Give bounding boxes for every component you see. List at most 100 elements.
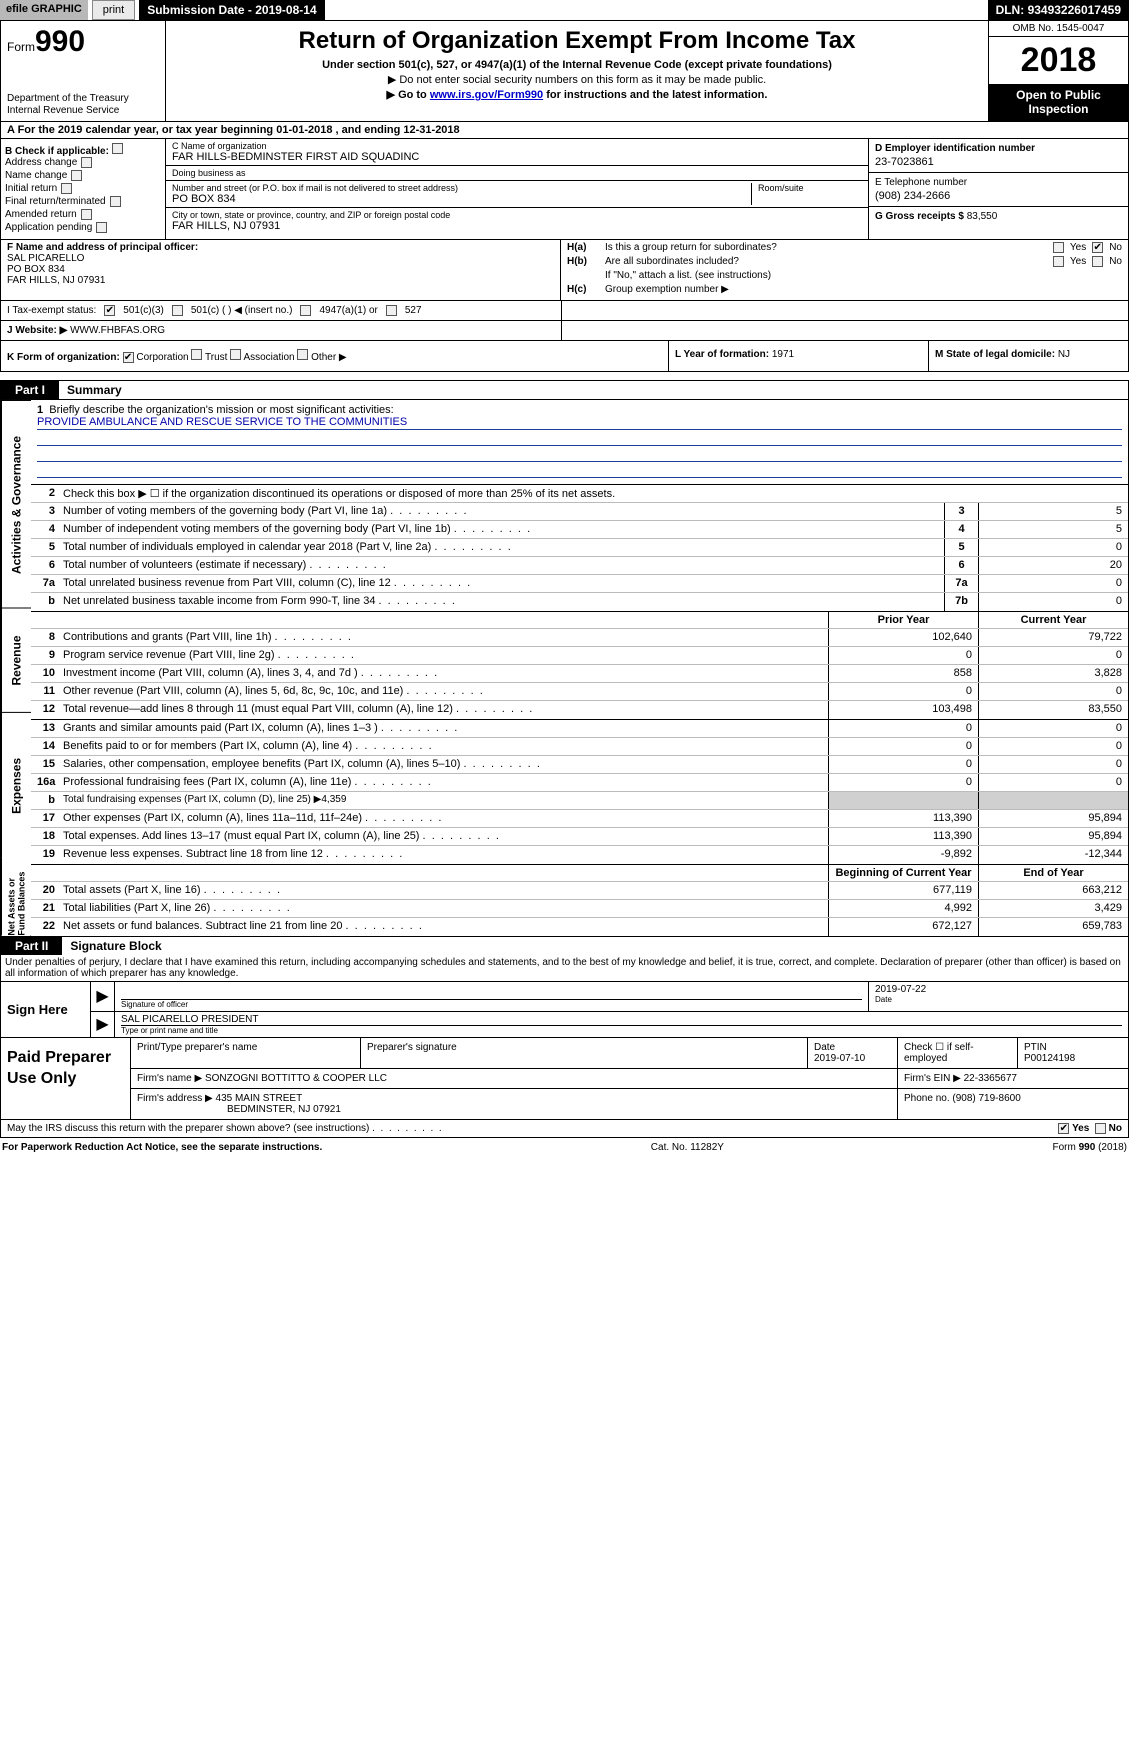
print-button[interactable]: print	[92, 0, 135, 20]
line-current: 95,894	[978, 810, 1128, 827]
j-label: J Website: ▶	[7, 325, 67, 336]
org-name-label: C Name of organization	[172, 141, 862, 151]
arrow-icon: ▶	[91, 982, 115, 1011]
prep-row-2: Firm's name ▶ SONZOGNI BOTTITTO & COOPER…	[131, 1069, 1128, 1089]
k-other-checkbox[interactable]	[297, 349, 308, 360]
line-prior: 677,119	[828, 882, 978, 899]
note2-suffix: for instructions and the latest informat…	[543, 89, 767, 101]
ptin-label: PTIN	[1024, 1042, 1122, 1053]
form-num: 990	[35, 25, 85, 58]
k-opt-2: Association	[243, 352, 294, 363]
line-prior: 103,498	[828, 701, 978, 719]
opt3: 4947(a)(1) or	[319, 305, 377, 316]
city-label: City or town, state or province, country…	[172, 210, 862, 220]
line-num: 9	[31, 647, 57, 664]
row-f: F Name and address of principal officer:…	[1, 240, 561, 300]
vtab-expenses: Expenses	[1, 712, 31, 858]
check-amended: Amended return	[5, 209, 161, 220]
row-k: K Form of organization: Corporation Trus…	[1, 341, 668, 371]
l-value: 1971	[772, 349, 794, 360]
k-trust-checkbox[interactable]	[191, 349, 202, 360]
checkbox[interactable]	[61, 183, 72, 194]
check-label: Application pending	[5, 222, 92, 233]
4947-checkbox[interactable]	[300, 305, 311, 316]
discuss-row: May the IRS discuss this return with the…	[0, 1120, 1129, 1138]
check-applicable[interactable]	[112, 143, 123, 154]
line-current: 3,429	[978, 900, 1128, 917]
vtab-net: Net Assets or Fund Balances	[1, 858, 31, 936]
501c3-checkbox[interactable]	[104, 305, 115, 316]
k-corp-checkbox[interactable]	[123, 352, 134, 363]
tax-year: 2018	[989, 37, 1128, 84]
line-current: 0	[978, 683, 1128, 700]
line-desc: Total assets (Part X, line 16)	[57, 882, 828, 899]
irs-link[interactable]: www.irs.gov/Form990	[430, 89, 543, 101]
gross-row: G Gross receipts $ 83,550	[869, 207, 1128, 239]
line-num: 14	[31, 738, 57, 755]
table-row: 5 Total number of individuals employed i…	[31, 539, 1128, 557]
checkbox[interactable]	[96, 222, 107, 233]
k-assoc-checkbox[interactable]	[230, 349, 241, 360]
prep-date-label: Date	[814, 1042, 891, 1053]
j-value: WWW.FHBFAS.ORG	[70, 325, 165, 336]
checkbox[interactable]	[81, 157, 92, 168]
officer-sig-cell: Signature of officer	[115, 982, 869, 1011]
ha-yes-checkbox[interactable]	[1053, 242, 1064, 253]
line-prior: 0	[828, 738, 978, 755]
dept-1: Department of the Treasury	[7, 93, 159, 105]
form-prefix: Form	[7, 40, 35, 54]
discuss-no-checkbox[interactable]	[1095, 1123, 1106, 1134]
hb-no-checkbox[interactable]	[1092, 256, 1103, 267]
ha-no-checkbox[interactable]	[1092, 242, 1103, 253]
527-checkbox[interactable]	[386, 305, 397, 316]
current-year-header: Current Year	[978, 612, 1128, 628]
table-row: 19 Revenue less expenses. Subtract line …	[31, 846, 1128, 864]
prep-check-cell: Check ☐ if self-employed	[898, 1038, 1018, 1068]
hb-line: H(b) Are all subordinates included? Yes …	[567, 256, 1122, 267]
table-row: 3 Number of voting members of the govern…	[31, 503, 1128, 521]
line-desc: Check this box ▶ ☐ if the organization d…	[57, 485, 1128, 502]
begin-year-header: Beginning of Current Year	[828, 865, 978, 881]
501c-checkbox[interactable]	[172, 305, 183, 316]
department: Department of the Treasury Internal Reve…	[7, 93, 159, 117]
checkbox[interactable]	[71, 170, 82, 181]
j-right-empty	[561, 321, 1128, 340]
ha-code: H(a)	[567, 242, 599, 253]
discuss-yes-checkbox[interactable]	[1058, 1123, 1069, 1134]
firm-ein-label: Firm's EIN ▶	[904, 1073, 961, 1084]
footer-left: For Paperwork Reduction Act Notice, see …	[2, 1142, 322, 1153]
tax-status: I Tax-exempt status: 501(c)(3) 501(c) ( …	[1, 301, 561, 320]
note-1: ▶ Do not enter social security numbers o…	[176, 73, 978, 86]
arrow-icon: ▶	[91, 1012, 115, 1037]
line-current: 0	[978, 647, 1128, 664]
submission-date: Submission Date - 2019-08-14	[139, 0, 324, 20]
net-lines: 20 Total assets (Part X, line 16) 677,11…	[31, 882, 1128, 936]
mission-blank-2	[37, 448, 1122, 462]
table-row: 11 Other revenue (Part VIII, column (A),…	[31, 683, 1128, 701]
line-num: 17	[31, 810, 57, 827]
m-label: M State of legal domicile:	[935, 349, 1058, 360]
line-desc: Program service revenue (Part VIII, line…	[57, 647, 828, 664]
row-i: I Tax-exempt status: 501(c)(3) 501(c) ( …	[0, 301, 1129, 321]
k-opt-1: Trust	[205, 352, 227, 363]
line-num: b	[31, 792, 57, 809]
checkbox[interactable]	[81, 209, 92, 220]
footer-form-num: 990	[1079, 1142, 1096, 1153]
table-row: 13 Grants and similar amounts paid (Part…	[31, 720, 1128, 738]
phone-label: Phone no.	[904, 1093, 952, 1104]
line-num: b	[31, 593, 57, 611]
line-prior: 0	[828, 647, 978, 664]
part1-label: Part I	[1, 381, 59, 399]
check-final-return: Final return/terminated	[5, 196, 161, 207]
line-num: 4	[31, 521, 57, 538]
checkbox[interactable]	[110, 196, 121, 207]
date-label: Date	[875, 995, 1122, 1004]
hb-code: H(b)	[567, 256, 599, 267]
ha-line: H(a) Is this a group return for subordin…	[567, 242, 1122, 253]
k-label: K Form of organization:	[7, 352, 120, 363]
hb-yes-checkbox[interactable]	[1053, 256, 1064, 267]
hc-text: Group exemption number ▶	[605, 284, 729, 295]
col-c-org: C Name of organization FAR HILLS-BEDMINS…	[166, 139, 868, 239]
i-label: I Tax-exempt status:	[7, 305, 96, 316]
line-current: -12,344	[978, 846, 1128, 864]
